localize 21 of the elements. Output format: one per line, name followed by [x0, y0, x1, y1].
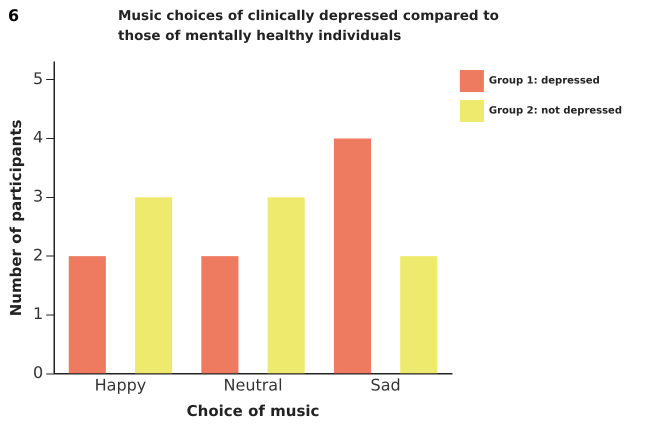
x-tick-label: Happy [94, 376, 146, 395]
x-axis-title: Choice of music [186, 402, 320, 420]
y-tick-label: 0 [32, 362, 44, 382]
y-tick-label: 2 [32, 245, 44, 264]
y-tick-label: 1 [32, 304, 44, 324]
y-axis-title: Number of participants [6, 119, 25, 316]
text: 6 [8, 6, 20, 25]
bar [135, 197, 172, 374]
bar [68, 256, 106, 374]
y-tick-label: 3 [32, 186, 44, 206]
x-tick-label: Sad [370, 376, 401, 395]
y-tick-label: 5 [32, 68, 44, 88]
x-tick-label: Neutral [224, 376, 283, 395]
bar [201, 256, 238, 374]
legend-label: Group 2: not depressed [488, 106, 622, 117]
legend-label: Group 1: depressed [488, 76, 600, 87]
y-tick-label: 4 [32, 128, 44, 147]
bar [400, 256, 438, 374]
bar [268, 197, 305, 374]
bar [334, 138, 372, 374]
chart-title: Music choices of clinically depressed compared to those of mentally healthy individuals [118, 7, 500, 46]
